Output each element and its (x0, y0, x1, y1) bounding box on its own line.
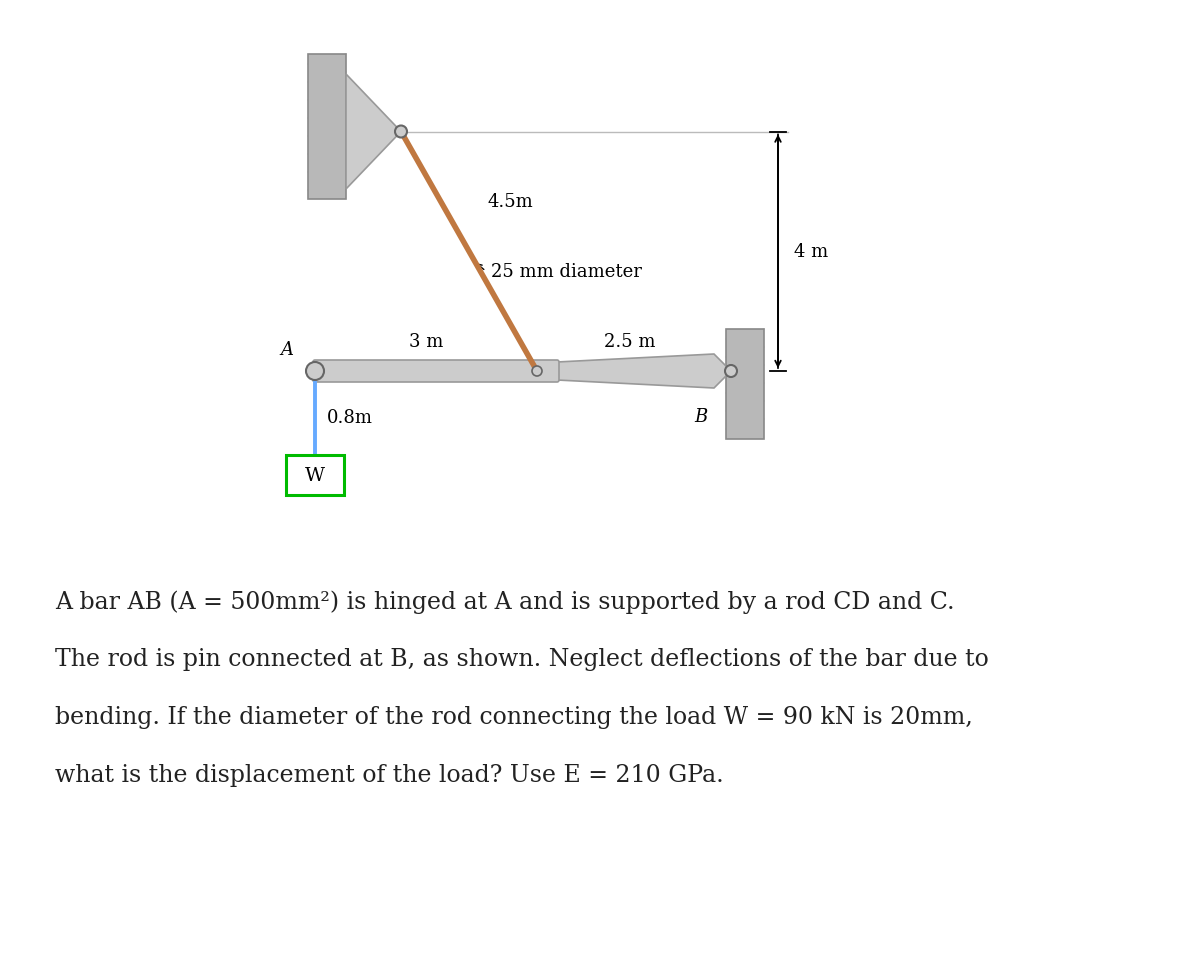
Polygon shape (346, 75, 401, 190)
Text: what is the displacement of the load? Use E = 210 GPa.: what is the displacement of the load? Us… (55, 763, 724, 786)
Circle shape (306, 362, 324, 381)
Text: W: W (305, 466, 325, 484)
Bar (308, 55, 346, 200)
Text: B: B (695, 407, 708, 426)
Text: A: A (281, 340, 294, 358)
Text: 4.5m: 4.5m (487, 193, 533, 211)
Text: 4 m: 4 m (794, 243, 828, 261)
Text: 25 mm diameter: 25 mm diameter (491, 263, 642, 281)
Text: 0.8m: 0.8m (326, 409, 373, 427)
Text: The rod is pin connected at B, as shown. Neglect deflections of the bar due to: The rod is pin connected at B, as shown.… (55, 648, 989, 671)
Text: bending. If the diameter of the rod connecting the load W = 90 kN is 20mm,: bending. If the diameter of the rod conn… (55, 705, 973, 728)
FancyBboxPatch shape (313, 360, 559, 382)
Polygon shape (557, 355, 731, 388)
Text: 3 m: 3 m (409, 333, 443, 351)
Circle shape (532, 366, 542, 377)
Circle shape (395, 126, 407, 138)
Bar (286, 456, 344, 496)
Text: 2.5 m: 2.5 m (604, 333, 655, 351)
Bar (726, 330, 764, 439)
Text: A bar AB (A = 500mm²) is hinged at A and is supported by a rod CD and C.: A bar AB (A = 500mm²) is hinged at A and… (55, 589, 955, 613)
Circle shape (725, 365, 737, 378)
